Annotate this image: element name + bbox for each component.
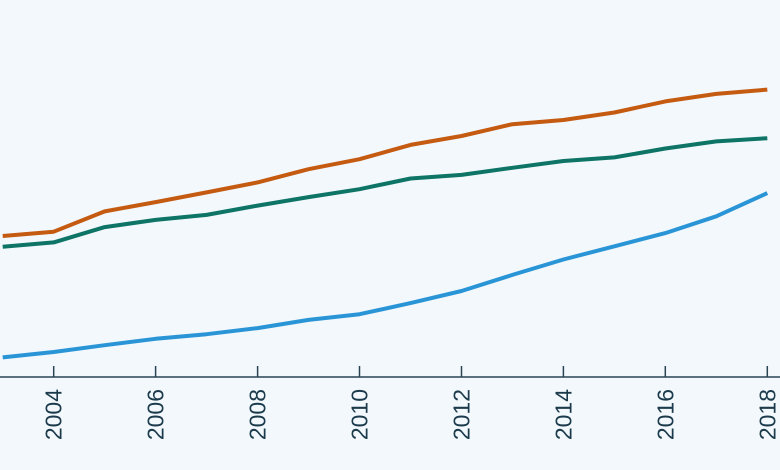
series-1 [2,87,768,238]
series-3 [2,191,769,360]
x-axis: 2004 2006 2008 2010 2012 2014 2016 2018 [0,366,780,440]
series-2 [2,136,768,249]
x-tick-label: 2018 [754,389,780,440]
series-line-1 [2,87,768,238]
series-line-2 [2,136,768,249]
series-line-3 [2,191,769,360]
x-tick-label: 2012 [449,389,475,440]
x-tick-label: 2006 [143,389,169,440]
series-layer [2,87,769,360]
x-tick-label: 2016 [652,389,678,440]
x-tick-label: 2008 [245,389,271,440]
x-tick-label: 2004 [41,389,67,440]
x-tick-label: 2014 [550,389,576,440]
x-tick-label: 2010 [347,389,373,440]
